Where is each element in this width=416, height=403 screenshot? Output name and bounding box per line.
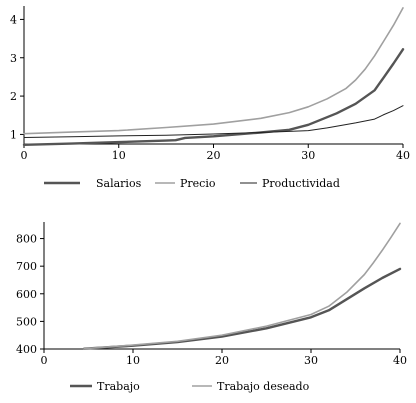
x-tick-label: 10 (126, 354, 140, 367)
x-tick-label: 30 (304, 354, 318, 367)
x-tick-label: 40 (396, 149, 410, 162)
series-line-trabajo (82, 267, 402, 350)
series-line-productividad (23, 105, 404, 138)
y-tick-label: 1 (10, 128, 17, 141)
series-line-salarios (22, 48, 405, 146)
y-tick-label: 700 (16, 260, 37, 273)
x-tick-label: 20 (207, 149, 221, 162)
y-tick-label: 3 (10, 52, 17, 65)
x-tick-label: 0 (41, 354, 48, 367)
x-tick-label: 0 (21, 149, 28, 162)
y-tick-label: 400 (16, 343, 37, 356)
x-tick-label: 10 (112, 149, 126, 162)
x-tick-label: 40 (393, 354, 407, 367)
chart-top: 0 10 20 30 40 1 2 3 4 Salarios Precio Productividad (10, 6, 410, 190)
legend-label-trabajo-deseado: Trabajo deseado (217, 380, 310, 393)
legend-label-productividad: Productividad (262, 177, 340, 190)
legend-label-trabajo: Trabajo (97, 380, 140, 393)
y-tick-label: 2 (10, 90, 17, 103)
y-tick-label: 600 (16, 288, 37, 301)
y-tick-label: 800 (16, 233, 37, 246)
series-line-precio (23, 7, 404, 135)
x-tick-label: 20 (215, 354, 229, 367)
chart-bottom: 0 10 20 30 40 400 500 600 700 800 Trabajo Trabajo d… (16, 222, 407, 393)
legend-label-salarios: Salarios (96, 177, 142, 190)
x-tick-label: 30 (301, 149, 315, 162)
y-tick-label: 4 (10, 13, 17, 26)
legend-label-precio: Precio (180, 177, 216, 190)
series-line-trabajo-deseado (83, 222, 401, 350)
y-tick-label: 500 (16, 315, 37, 328)
